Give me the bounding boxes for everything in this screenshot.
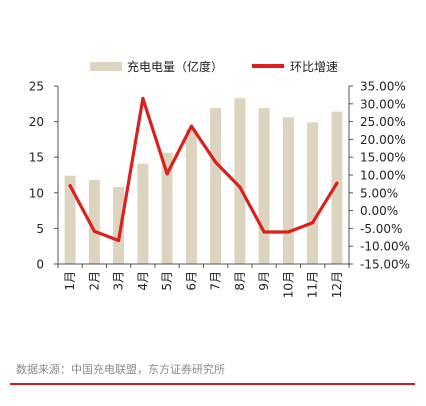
- bar-9月: [258, 108, 270, 264]
- axes: 0 5 10 15 20 25 -15.00% -10.00% -5.00% 0.00% 5.00%…: [29, 80, 410, 299]
- left-tick-label: 10: [29, 186, 44, 200]
- line-point-11月: [311, 221, 315, 225]
- legend-bar-label: 充电电量（亿度）: [127, 59, 223, 74]
- x-tick-label: 2月: [87, 271, 101, 291]
- bar-7月: [210, 108, 222, 264]
- right-tick-label: 10.00%: [360, 169, 406, 183]
- bottom-divider: [10, 383, 415, 385]
- x-tick-label: 9月: [257, 271, 271, 291]
- bar-10月: [282, 117, 294, 264]
- right-tick-label: -10.00%: [360, 240, 410, 254]
- x-tick-label: 11月: [306, 271, 320, 298]
- left-tick-label: 5: [36, 222, 44, 236]
- left-tick-label: 20: [29, 115, 44, 129]
- right-tick-label: 0.00%: [360, 204, 398, 218]
- x-tick-label: 7月: [209, 271, 223, 291]
- line-point-2月: [92, 229, 96, 233]
- x-tick-label: 10月: [281, 271, 295, 298]
- x-tick-label: 3月: [112, 271, 126, 291]
- bar-8月: [234, 98, 246, 264]
- bar-12月: [331, 111, 343, 264]
- line-point-5月: [165, 172, 169, 176]
- line-point-1月: [68, 184, 72, 188]
- line-point-12月: [335, 181, 339, 185]
- legend: 充电电量（亿度） 环比增速: [90, 59, 338, 74]
- right-tick-label: -15.00%: [360, 258, 410, 272]
- line-point-10月: [286, 230, 290, 234]
- right-tick-label: 15.00%: [360, 151, 406, 165]
- right-tick-label: 30.00%: [360, 97, 406, 111]
- bar-series: [64, 98, 343, 264]
- line-point-9月: [262, 230, 266, 234]
- x-tick-label: 12月: [330, 271, 344, 298]
- x-tick-label: 1月: [63, 271, 77, 291]
- left-tick-label: 0: [36, 258, 44, 272]
- line-point-8月: [238, 185, 242, 189]
- legend-line-swatch: [252, 64, 284, 68]
- right-tick-label: -5.00%: [360, 222, 402, 236]
- source-note: 数据来源：中国充电联盟，东方证券研究所: [16, 363, 225, 376]
- line-point-3月: [117, 238, 121, 243]
- x-tick-label: 8月: [233, 271, 247, 291]
- right-tick-label: 5.00%: [360, 186, 398, 200]
- left-tick-label: 25: [29, 80, 44, 94]
- bar-5月: [161, 152, 173, 264]
- x-tick-label: 5月: [160, 271, 174, 291]
- bar-1月: [64, 175, 76, 264]
- line-point-4月: [141, 96, 145, 101]
- bar-2月: [88, 180, 100, 264]
- bar-11月: [307, 122, 319, 264]
- legend-bar-swatch: [90, 62, 122, 71]
- left-tick-label: 15: [29, 151, 44, 165]
- bar-6月: [185, 129, 197, 264]
- line-point-6月: [189, 124, 193, 128]
- right-tick-label: 20.00%: [360, 133, 406, 147]
- bar-4月: [137, 163, 149, 264]
- legend-line-label: 环比增速: [290, 60, 338, 74]
- x-tick-label: 4月: [136, 271, 150, 291]
- line-point-7月: [214, 160, 218, 164]
- line-series: [68, 96, 339, 243]
- bar-3月: [113, 187, 125, 264]
- right-tick-label: 35.00%: [360, 80, 406, 94]
- x-tick-label: 6月: [184, 271, 198, 291]
- line-path-环比增速: [68, 96, 339, 243]
- right-tick-label: 25.00%: [360, 115, 406, 129]
